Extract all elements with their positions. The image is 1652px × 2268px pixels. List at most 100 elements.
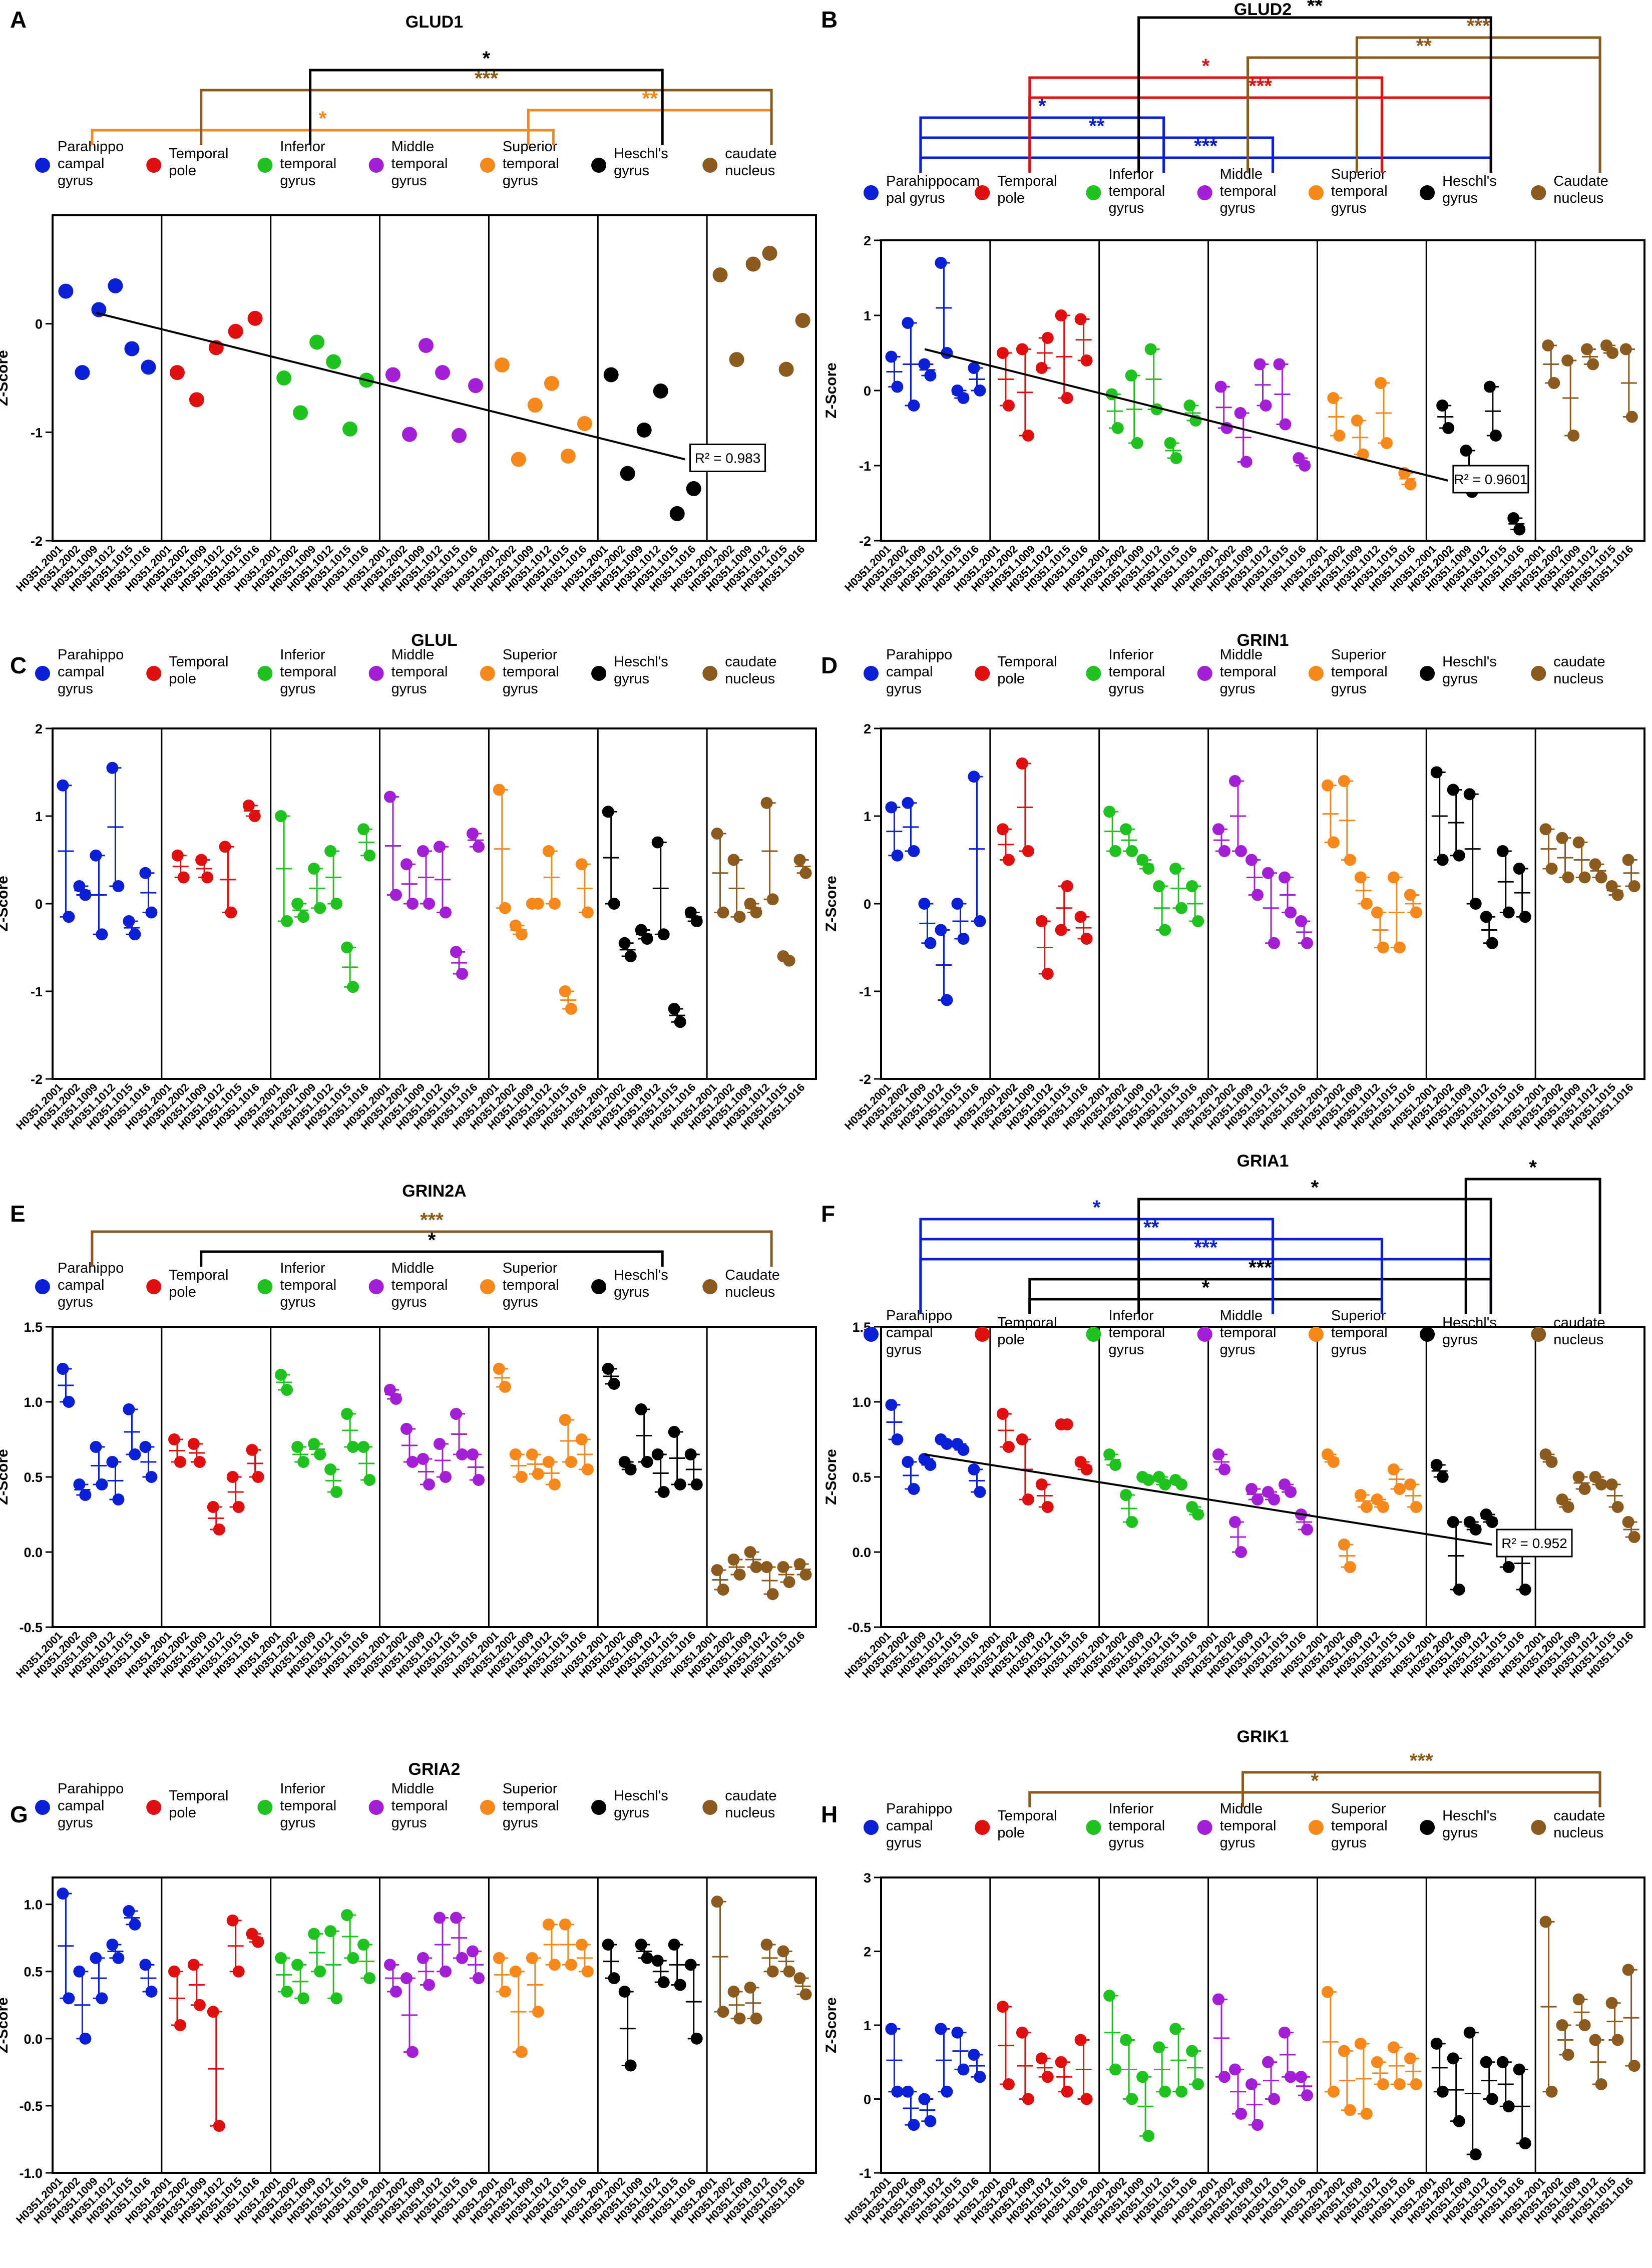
data-point [493,784,505,796]
data-point [1035,2052,1048,2065]
data-point [795,313,810,328]
data-point [1338,1539,1350,1551]
legend-label: Superior [1331,1801,1386,1817]
data-point [1595,2078,1607,2090]
data-point [935,924,947,936]
data-point [690,1478,703,1490]
data-point [885,801,898,814]
y-tick-label: -1 [859,2166,871,2181]
data-point [385,367,400,383]
data-point [1301,937,1314,949]
data-point [1016,758,1028,770]
legend-label: gyrus [1331,681,1367,697]
data-point [777,1561,789,1573]
legend-label: Inferior [280,1260,325,1276]
data-point [1486,2093,1498,2105]
data-point [1572,1993,1585,2006]
data-point [1539,1916,1552,1928]
data-point [96,928,108,941]
data-point [1228,775,1241,787]
data-point [1120,2034,1132,2046]
data-point [1567,430,1580,442]
legend-marker [1420,1820,1435,1835]
y-tick-label: -0.5 [19,2099,43,2114]
data-point [918,2093,931,2105]
data-point [341,941,353,954]
significance-bracket [200,1250,664,1267]
panel-letter: C [10,652,27,678]
data-point [1279,418,1292,431]
legend-label: gyrus [503,681,538,697]
legend-label: gyrus [1108,1342,1144,1358]
legend-label: Parahippo [58,139,124,155]
data-point [324,1463,337,1475]
y-tick-label: -0.5 [19,1620,43,1635]
legend-label: Heschl's [614,654,668,670]
data-point [1055,2056,1067,2068]
data-point [603,367,619,383]
data-point [123,915,135,927]
data-point [75,365,90,381]
legend-marker [1420,185,1435,200]
data-point [1109,845,1122,857]
data-point [760,797,773,809]
data-point [1562,1501,1574,1513]
legend-label: campal [58,1798,105,1814]
legend-label: gyrus [1220,681,1256,697]
data-point [548,898,561,910]
data-point [766,1588,779,1600]
data-point [951,898,964,910]
data-point [711,828,723,840]
legend-marker [35,158,50,173]
data-point [1002,400,1015,412]
data-point [1410,2078,1422,2090]
data-point [450,1408,463,1420]
data-point [668,1939,680,1951]
data-point [744,1981,756,1994]
data-point [548,1959,561,1971]
data-point [996,2001,1009,2013]
data-point [1080,354,1093,366]
significance-label: * [1093,1197,1101,1219]
legend-marker [975,1327,990,1342]
data-point [1120,1489,1132,1501]
data-point [1375,377,1387,389]
data-point [389,889,402,901]
data-point [1519,911,1531,923]
data-point [711,1896,723,1908]
legend-label: Middle [391,647,434,663]
data-point [57,1887,69,1900]
legend-label: Temporal [997,1808,1057,1824]
data-point [729,352,744,367]
significance-bracket [1464,1178,1601,1314]
data-point [347,1952,359,1964]
data-point [1562,871,1574,884]
data-point [1489,430,1502,442]
data-point [608,1378,620,1390]
data-point [406,898,419,910]
legend-label: gyrus [503,173,538,189]
data-point [885,350,898,363]
data-point [275,810,287,822]
data-point [1144,343,1157,355]
data-point [577,416,592,431]
legend-label: Inferior [280,139,325,155]
data-point [1469,898,1482,910]
data-point [1251,1493,1264,1505]
legend-label: temporal [503,156,559,172]
legend-label: gyrus [1442,190,1478,206]
legend-label: temporal [1220,664,1277,680]
data-point [581,1463,594,1475]
data-point [717,1584,729,1596]
data-point [91,302,107,317]
data-point [168,1433,180,1445]
r2-label: R² = 0.9601 [1454,472,1527,487]
legend-label: Middle [1220,1801,1263,1817]
legend-label: Temporal [997,1315,1057,1331]
data-point [1611,889,1624,901]
data-point [281,1384,293,1396]
data-point [57,1363,69,1375]
significance-bracket [1355,36,1601,173]
data-point [668,1426,680,1438]
data-point [63,911,75,923]
